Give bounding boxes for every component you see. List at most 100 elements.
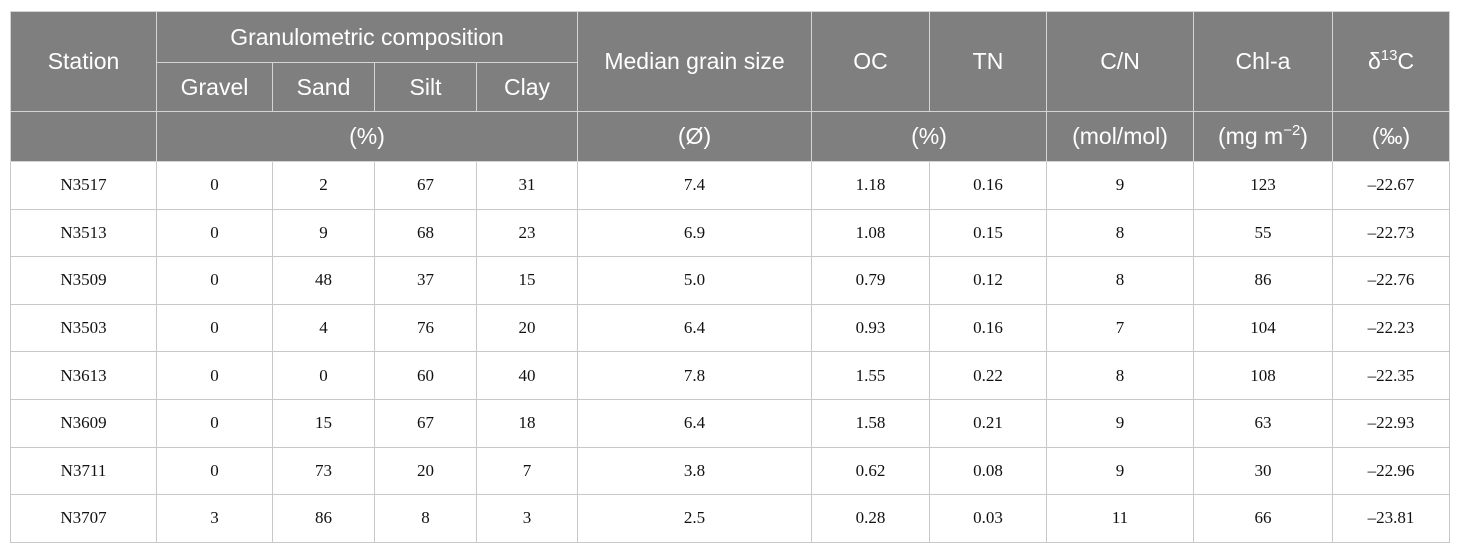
cell-median-grain-size: 6.4 xyxy=(577,303,812,353)
cell-chl-a: 30 xyxy=(1193,446,1333,496)
cell-oc: 0.28 xyxy=(811,494,930,543)
cell-d13c: –22.23 xyxy=(1332,303,1450,353)
cell-silt: 60 xyxy=(374,351,477,400)
cell-sand: 48 xyxy=(272,256,375,305)
cell-clay: 18 xyxy=(476,398,578,448)
cell-station: N3711 xyxy=(10,446,157,496)
col-header-gravel: Gravel xyxy=(156,62,273,112)
table-body: N3517 0 2 67 31 7.4 1.18 0.16 9 123 –22.67 N3513 0 9 6… xyxy=(10,161,1450,543)
unit-percent-granulometric: (%) xyxy=(156,111,578,162)
cell-chl-a: 63 xyxy=(1193,398,1333,448)
cell-median-grain-size: 3.8 xyxy=(577,446,812,496)
table-header: Station Granulometric composition Median… xyxy=(10,11,1450,162)
cell-tn: 0.08 xyxy=(929,446,1047,496)
col-header-clay: Clay xyxy=(476,62,578,112)
cell-d13c: –22.96 xyxy=(1332,446,1450,496)
cell-median-grain-size: 6.4 xyxy=(577,398,812,448)
unit-permil: (‰) xyxy=(1332,111,1450,162)
d13c-prefix: δ xyxy=(1367,48,1381,74)
cell-tn: 0.22 xyxy=(929,351,1047,400)
cell-sand: 15 xyxy=(272,398,375,448)
unit-blank xyxy=(10,111,157,162)
cell-sand: 2 xyxy=(272,161,375,210)
cell-cn: 9 xyxy=(1046,161,1194,210)
cell-chl-a: 55 xyxy=(1193,208,1333,258)
cell-gravel: 0 xyxy=(156,351,273,400)
cell-cn: 7 xyxy=(1046,303,1194,353)
col-header-cn: C/N xyxy=(1046,11,1194,112)
table-row: N3517 0 2 67 31 7.4 1.18 0.16 9 123 –22.67 xyxy=(10,161,1450,210)
unit-phi: (Ø) xyxy=(577,111,812,162)
table-row: N3503 0 4 76 20 6.4 0.93 0.16 7 104 –22.23 xyxy=(10,303,1450,353)
cell-chl-a: 86 xyxy=(1193,256,1333,305)
col-header-station: Station xyxy=(10,11,157,112)
cell-station: N3707 xyxy=(10,494,157,543)
cell-sand: 9 xyxy=(272,208,375,258)
cell-clay: 20 xyxy=(476,303,578,353)
cell-clay: 7 xyxy=(476,446,578,496)
col-header-median: Median grain size xyxy=(577,11,812,112)
cell-gravel: 0 xyxy=(156,161,273,210)
cell-d13c: –22.67 xyxy=(1332,161,1450,210)
unit-mol-per-mol: (mol/mol) xyxy=(1046,111,1194,162)
cell-tn: 0.15 xyxy=(929,208,1047,258)
cell-tn: 0.03 xyxy=(929,494,1047,543)
d13c-suffix: C xyxy=(1397,48,1415,74)
cell-gravel: 0 xyxy=(156,446,273,496)
cell-oc: 1.58 xyxy=(811,398,930,448)
cell-cn: 8 xyxy=(1046,208,1194,258)
cell-station: N3613 xyxy=(10,351,157,400)
col-header-silt: Silt xyxy=(374,62,477,112)
cell-silt: 8 xyxy=(374,494,477,543)
cell-median-grain-size: 2.5 xyxy=(577,494,812,543)
cell-silt: 67 xyxy=(374,161,477,210)
cell-gravel: 0 xyxy=(156,398,273,448)
cell-median-grain-size: 6.9 xyxy=(577,208,812,258)
cell-oc: 0.79 xyxy=(811,256,930,305)
cell-silt: 76 xyxy=(374,303,477,353)
cell-silt: 68 xyxy=(374,208,477,258)
cell-oc: 1.55 xyxy=(811,351,930,400)
cell-station: N3609 xyxy=(10,398,157,448)
cell-silt: 67 xyxy=(374,398,477,448)
col-header-granulometric: Granulometric composition xyxy=(156,11,578,63)
cell-cn: 8 xyxy=(1046,351,1194,400)
cell-sand: 4 xyxy=(272,303,375,353)
col-header-d13c: δ13C xyxy=(1332,11,1450,112)
table-row: N3509 0 48 37 15 5.0 0.79 0.12 8 86 –22.76 xyxy=(10,256,1450,305)
cell-d13c: –22.73 xyxy=(1332,208,1450,258)
cell-tn: 0.16 xyxy=(929,303,1047,353)
cell-tn: 0.16 xyxy=(929,161,1047,210)
cell-clay: 3 xyxy=(476,494,578,543)
table-row: N3613 0 0 60 40 7.8 1.55 0.22 8 108 –22.35 xyxy=(10,351,1450,400)
cell-station: N3513 xyxy=(10,208,157,258)
cell-gravel: 0 xyxy=(156,208,273,258)
cell-silt: 37 xyxy=(374,256,477,305)
col-header-tn: TN xyxy=(929,11,1047,112)
data-table: Station Granulometric composition Median… xyxy=(10,11,1450,543)
cell-gravel: 0 xyxy=(156,303,273,353)
table-row: N3707 3 86 8 3 2.5 0.28 0.03 11 66 –23.81 xyxy=(10,494,1450,543)
cell-chl-a: 108 xyxy=(1193,351,1333,400)
col-header-chla: Chl-a xyxy=(1193,11,1333,112)
cell-oc: 0.93 xyxy=(811,303,930,353)
cell-chl-a: 66 xyxy=(1193,494,1333,543)
cell-sand: 73 xyxy=(272,446,375,496)
cell-median-grain-size: 7.4 xyxy=(577,161,812,210)
d13c-superscript: 13 xyxy=(1380,47,1398,64)
unit-percent-oc-tn: (%) xyxy=(811,111,1047,162)
unit-mgm-suffix: ) xyxy=(1300,123,1308,149)
unit-mg-per-m2: (mg m−2) xyxy=(1193,111,1333,162)
cell-cn: 9 xyxy=(1046,398,1194,448)
cell-sand: 86 xyxy=(272,494,375,543)
cell-d13c: –22.76 xyxy=(1332,256,1450,305)
table-row: N3513 0 9 68 23 6.9 1.08 0.15 8 55 –22.73 xyxy=(10,208,1450,258)
cell-median-grain-size: 5.0 xyxy=(577,256,812,305)
table-row: N3711 0 73 20 7 3.8 0.62 0.08 9 30 –22.96 xyxy=(10,446,1450,496)
cell-cn: 8 xyxy=(1046,256,1194,305)
cell-station: N3509 xyxy=(10,256,157,305)
cell-d13c: –23.81 xyxy=(1332,494,1450,543)
cell-clay: 40 xyxy=(476,351,578,400)
table-row: N3609 0 15 67 18 6.4 1.58 0.21 9 63 –22.93 xyxy=(10,398,1450,448)
cell-oc: 1.18 xyxy=(811,161,930,210)
